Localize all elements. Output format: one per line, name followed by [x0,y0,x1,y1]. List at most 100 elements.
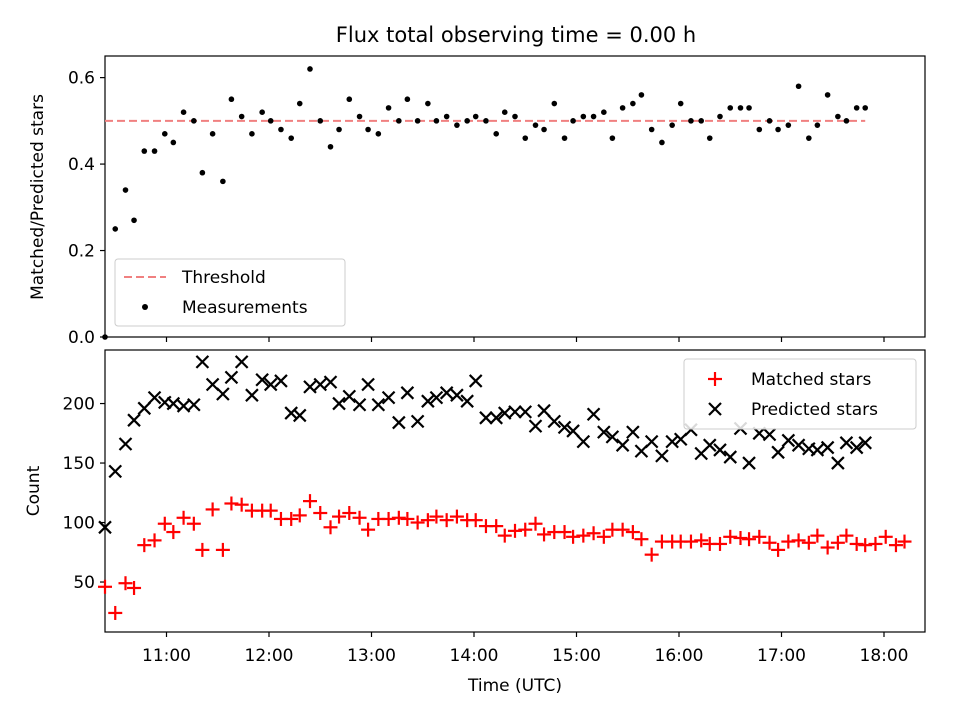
matched-point [830,535,845,550]
matched-point [420,513,435,528]
x-axis-label: Time (UTC) [467,676,562,696]
measurement-point [853,105,860,111]
matched-point [263,503,278,518]
bottom-legend-box [683,358,917,430]
predicted-point [723,450,738,464]
predicted-point [224,370,239,385]
matched-point [518,522,533,537]
measurement-point [630,100,636,107]
matched-point [361,522,376,537]
predicted-point [791,438,806,452]
predicted-point [421,394,435,408]
matched-point [332,509,347,524]
measurement-point [396,118,402,124]
measurement-point [238,113,245,120]
matched-point [313,506,328,521]
matched-point [897,534,912,549]
matched-point [303,494,317,509]
matched-point [186,516,201,531]
measurement-point [795,83,802,90]
measurement-point [404,96,411,103]
measurement-point [522,135,529,141]
matched-point [381,511,396,526]
predicted-point [586,407,601,422]
measurement-point [590,113,597,120]
predicted-point [439,386,454,400]
measurement-point [669,122,675,128]
matched-point [781,534,796,549]
predicted-point [489,411,503,425]
top-y-tick-label: 0.0 [68,328,95,348]
matched-point [108,605,123,620]
bottom-plot-frame [104,349,926,633]
measurement-point [756,126,763,133]
bottom-y-tick-label: 50 [73,573,95,593]
x-tick-label: 11:00 [142,646,191,666]
predicted-point [284,406,298,420]
measurement-point [296,100,303,107]
measurement-point [609,135,616,141]
matched-point [723,529,738,544]
matched-point [752,529,767,544]
measurement-point [570,118,576,124]
predicted-point [576,434,591,449]
measurement-point [746,105,752,111]
predicted-point [381,390,396,405]
predicted-point [98,520,112,535]
predicted-point [342,389,357,404]
predicted-point [323,375,338,389]
measurement-point [561,135,568,141]
predicted-point [255,372,269,387]
measurement-point [688,118,694,124]
predicted-point [508,405,522,419]
measurement-point [375,131,382,137]
top-y-ticks: 0.0 0.2 0.4 0.6 [68,69,105,348]
x-tick-label: 16:00 [655,646,704,666]
measurement-point [541,126,547,133]
predicted-point [849,440,864,455]
measurement-point [835,113,841,120]
matched-point [195,542,210,557]
predicted-point [371,397,386,412]
matched-point [157,516,172,531]
matched-point [625,525,640,540]
matched-point [878,529,893,544]
predicted-point [292,408,307,423]
matched-point [557,525,572,540]
top-x-ticks [165,337,885,342]
predicted-point [263,377,278,392]
predicted-point [274,374,288,388]
measurement-point [112,226,119,232]
measurement-point [443,113,450,120]
measurement-point [619,105,626,111]
predicted-point [234,355,249,369]
predicted-point [216,387,230,401]
measurement-point [501,109,508,115]
measurement-point [806,135,812,141]
matched-point [615,522,630,537]
measurement-point [131,217,137,224]
matched-point [410,515,425,530]
top-y-tick-label: 0.4 [68,155,95,175]
predicted-point [187,397,201,412]
predicted-point [429,390,444,405]
bottom-y-tick-label: 200 [63,395,95,415]
predicted-point [392,415,406,430]
measurement-point [414,118,421,124]
bottom-plot-area [98,355,912,620]
x-tick-label: 12:00 [245,646,294,666]
matched-point [292,508,307,523]
predicted-legend-label: Predicted stars [751,400,878,420]
bottom-legend: Matched stars Predicted stars [683,358,917,430]
predicted-point [831,456,845,470]
matched-point [118,576,133,591]
measurement-point [327,143,334,150]
measurement-point [824,92,831,98]
predicted-point [626,425,640,439]
predicted-legend-swatch [708,402,722,416]
bottom-y-tick-label: 150 [63,454,95,474]
predicted-point [400,386,415,400]
predicted-point [195,355,210,369]
measurement-point [677,100,684,107]
